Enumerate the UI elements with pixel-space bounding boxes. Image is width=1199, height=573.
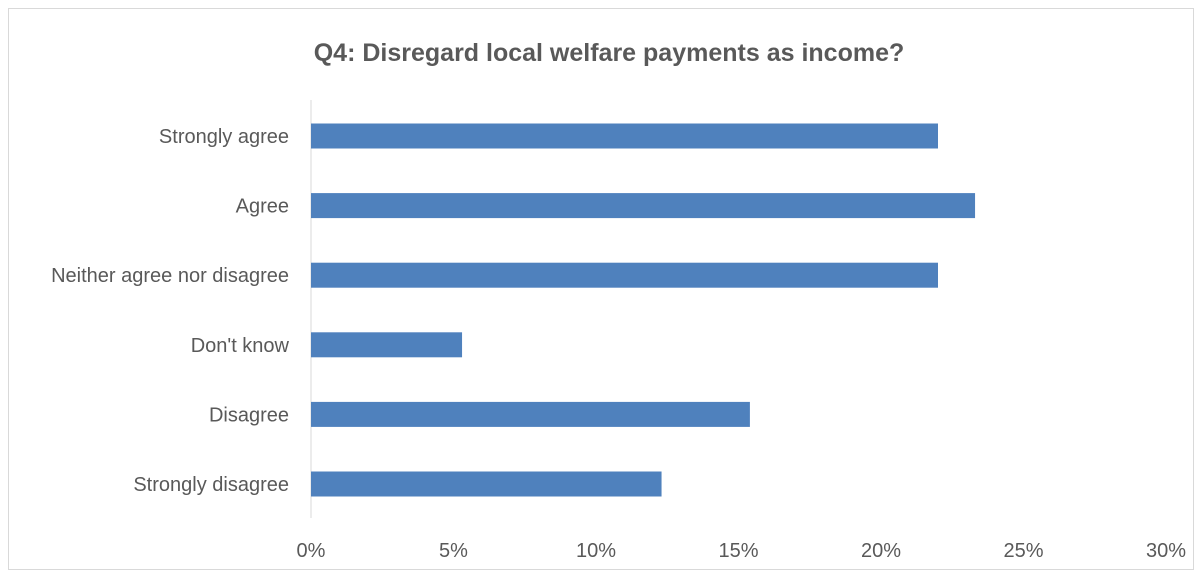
- bar: [311, 332, 463, 358]
- bar: [311, 123, 938, 149]
- category-label: Strongly agree: [159, 126, 289, 148]
- bar: [311, 262, 938, 288]
- bar: [311, 471, 662, 497]
- category-label: Agree: [236, 196, 289, 218]
- category-labels: Strongly agree Agree Neither agree nor dis…: [51, 126, 289, 496]
- x-tick-label: 5%: [439, 540, 468, 562]
- chart-title: Q4: Disregard local welfare payments as …: [314, 39, 905, 67]
- x-tick-label: 30%: [1146, 540, 1186, 562]
- x-tick-label: 0%: [297, 540, 326, 562]
- category-label: Neither agree nor disagree: [51, 265, 289, 287]
- bar: [311, 193, 976, 219]
- x-tick-label: 25%: [1003, 540, 1043, 562]
- bars: [311, 123, 976, 497]
- category-label: Disagree: [209, 404, 289, 426]
- bar: [311, 401, 750, 427]
- x-tick-label: 10%: [576, 540, 616, 562]
- x-tick-label: 15%: [718, 540, 758, 562]
- category-label: Strongly disagree: [133, 474, 289, 496]
- x-tick-label: 20%: [861, 540, 901, 562]
- category-label: Don't know: [191, 335, 290, 357]
- x-tick-labels: 0% 5% 10% 15% 20% 25% 30%: [297, 540, 1187, 562]
